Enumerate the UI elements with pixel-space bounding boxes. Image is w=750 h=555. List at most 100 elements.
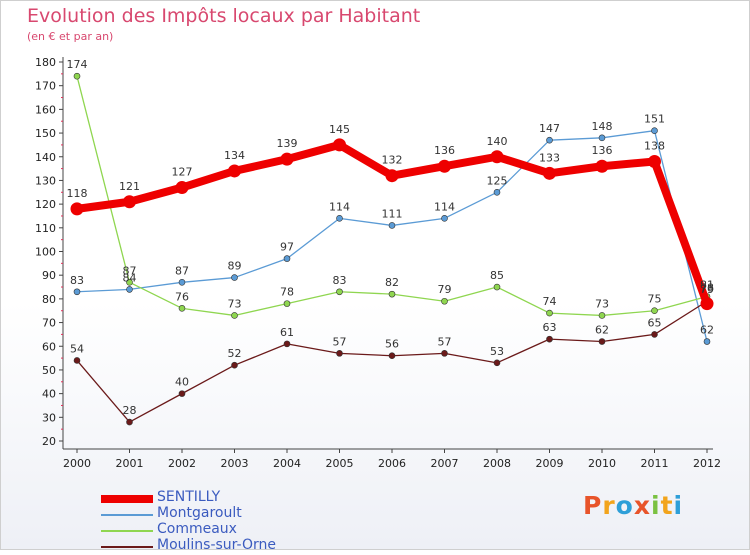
y-tick-label: 60 (42, 340, 56, 353)
data-label: 73 (228, 297, 242, 310)
data-label: 125 (487, 174, 508, 187)
x-tick-label: 2003 (221, 457, 249, 470)
x-tick-label: 2006 (378, 457, 406, 470)
data-label: 87 (175, 264, 189, 277)
y-tick-label: 70 (42, 317, 56, 330)
data-label: 78 (280, 286, 294, 299)
x-tick-label: 2007 (431, 457, 459, 470)
data-point (441, 215, 448, 222)
legend-label: SENTILLY (157, 489, 221, 505)
data-point (595, 159, 609, 173)
data-label: 84 (123, 271, 137, 284)
data-label: 121 (119, 180, 140, 193)
x-tick-label: 2005 (326, 457, 354, 470)
data-label: 52 (228, 347, 242, 360)
y-tick-label: 120 (35, 198, 56, 211)
y-tick-label: 110 (35, 222, 56, 235)
data-label: 114 (434, 200, 455, 213)
data-label: 74 (543, 295, 557, 308)
data-label: 83 (70, 274, 84, 287)
data-point (438, 159, 451, 173)
data-point (546, 335, 553, 343)
data-point (336, 288, 343, 296)
data-point (385, 169, 399, 183)
data-label: 136 (592, 144, 613, 157)
logo-letter: P (583, 491, 603, 520)
data-point (598, 312, 606, 319)
x-tick-label: 2000 (63, 457, 91, 470)
data-point (651, 307, 658, 315)
y-tick-label: 40 (42, 388, 56, 401)
legend-label: Montgaroult (157, 505, 242, 521)
legend-label: Commeaux (157, 521, 237, 537)
data-label: 132 (382, 154, 403, 167)
data-label: 75 (648, 293, 662, 306)
data-point (73, 357, 81, 364)
data-label: 81 (700, 279, 714, 292)
data-label: 62 (595, 324, 609, 337)
data-point (283, 255, 291, 262)
y-tick-label: 50 (42, 364, 56, 377)
data-label: 111 (382, 207, 403, 220)
data-point (648, 154, 661, 168)
data-label: 73 (595, 297, 609, 310)
data-label: 76 (175, 290, 189, 303)
data-point (546, 136, 553, 144)
data-point (546, 309, 553, 317)
data-label: 140 (487, 135, 508, 148)
x-tick-label: 2004 (273, 457, 301, 470)
data-label: 138 (644, 139, 665, 152)
data-label: 114 (329, 200, 350, 213)
data-label: 79 (700, 283, 714, 296)
chart-title: Evolution des Impôts locaux par Habitant (27, 5, 421, 27)
data-label: 54 (70, 342, 84, 355)
data-label: 53 (490, 345, 504, 358)
data-point (441, 350, 448, 357)
logo-letter: r (602, 491, 616, 520)
data-label: 56 (385, 338, 399, 351)
data-label: 61 (280, 326, 294, 339)
data-label: 57 (438, 335, 452, 348)
data-label: 79 (438, 283, 452, 296)
data-point (231, 361, 238, 369)
x-tick-label: 2002 (168, 457, 196, 470)
data-label: 145 (329, 123, 350, 136)
data-point (283, 300, 291, 307)
data-label: 82 (385, 276, 399, 289)
data-label: 118 (67, 187, 88, 200)
legend-swatch (101, 530, 153, 532)
data-point (651, 331, 658, 338)
data-label: 97 (280, 241, 294, 254)
logo-letter: o (615, 491, 634, 520)
data-label: 63 (543, 321, 557, 334)
data-label: 136 (434, 144, 455, 157)
data-point (543, 166, 556, 180)
data-point (178, 305, 186, 312)
data-point (280, 152, 294, 166)
data-point (651, 127, 658, 134)
y-tick-label: 170 (35, 80, 56, 93)
legend-label: Moulins-sur-Orne (157, 537, 276, 553)
data-point (598, 134, 606, 142)
y-tick-label: 140 (35, 151, 56, 164)
y-tick-label: 30 (42, 411, 56, 424)
data-label: 85 (490, 269, 504, 282)
x-tick-label: 2008 (483, 457, 511, 470)
data-point (70, 202, 84, 216)
data-label: 57 (333, 335, 347, 348)
legend-swatch (101, 514, 153, 516)
data-point (283, 340, 291, 348)
x-tick-label: 2001 (116, 457, 144, 470)
data-point (490, 150, 504, 164)
data-point (493, 188, 501, 196)
data-label: 174 (67, 58, 88, 71)
data-label: 62 (700, 324, 714, 337)
y-tick-label: 20 (42, 435, 56, 448)
data-point (178, 390, 186, 397)
logo-letter: x (633, 491, 651, 520)
data-point (126, 278, 133, 286)
y-tick-label: 90 (42, 269, 56, 282)
data-point (123, 195, 136, 209)
